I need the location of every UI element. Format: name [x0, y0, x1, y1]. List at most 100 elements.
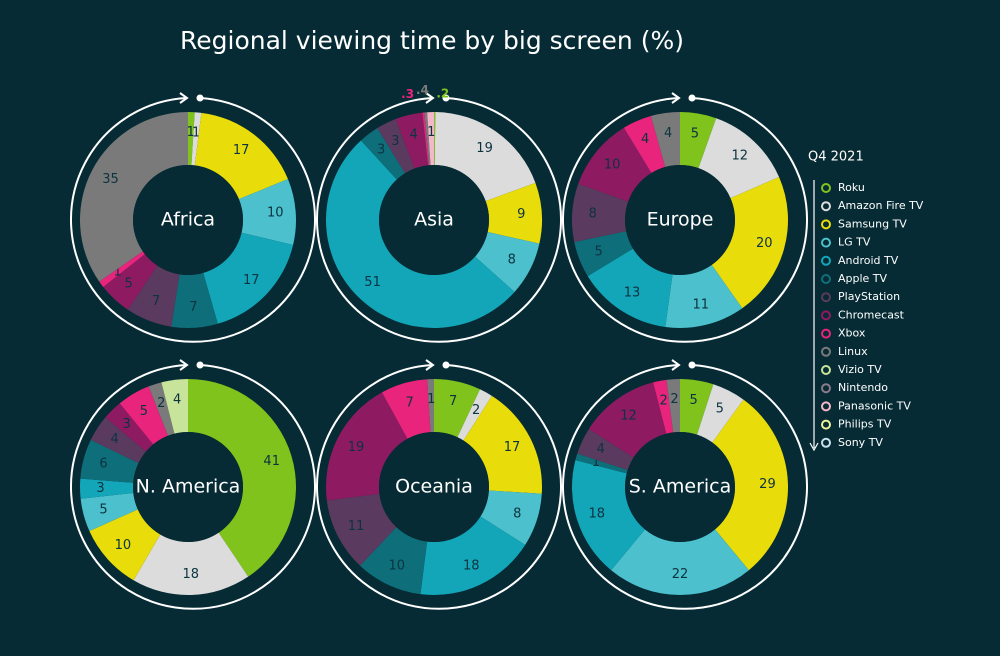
- ring: [70, 97, 316, 343]
- value-label: 18: [589, 507, 606, 522]
- segment: [326, 392, 408, 501]
- segment: [422, 112, 430, 166]
- ring-arrow: [425, 92, 435, 104]
- legend-label: Panasonic TV: [838, 399, 911, 412]
- segment: [577, 429, 634, 471]
- legend-marker: [821, 310, 831, 321]
- segment: [434, 112, 536, 202]
- legend-marker: [821, 201, 831, 212]
- segment: [188, 379, 297, 577]
- ring-arrow: [179, 359, 189, 371]
- segment: [325, 140, 515, 329]
- value-label: 1: [114, 265, 122, 280]
- legend-label: Apple TV: [838, 272, 888, 285]
- donut-title: Oceania: [395, 476, 473, 498]
- donut-title: N. America: [136, 476, 241, 498]
- segment: [171, 272, 218, 329]
- legend-marker: [821, 219, 831, 230]
- legend-marker: [821, 237, 831, 248]
- segment: [103, 254, 158, 310]
- segment: [326, 493, 397, 566]
- legend-marker: [821, 183, 831, 193]
- ring: [316, 364, 562, 610]
- value-label: 3: [391, 134, 399, 149]
- segment: [463, 395, 542, 494]
- segment: [698, 118, 780, 199]
- value-label: 5: [124, 277, 132, 292]
- segment: [666, 379, 680, 433]
- legend-marker: [821, 328, 831, 339]
- value-label: 4: [173, 393, 181, 408]
- segment: [80, 112, 188, 282]
- donut-hole: [133, 432, 243, 542]
- segment: [127, 265, 180, 327]
- segment: [572, 183, 629, 242]
- segment: [427, 112, 434, 166]
- ring-arrow: [671, 359, 681, 371]
- donut-hole: [379, 165, 489, 275]
- legend-marker: [821, 255, 831, 266]
- value-label: 7: [449, 394, 457, 409]
- legend-marker: [821, 292, 831, 303]
- segment: [680, 112, 717, 169]
- segment: [89, 509, 161, 581]
- value-label: 5: [140, 404, 148, 419]
- page-title: Regional viewing time by big screen (%): [180, 26, 684, 55]
- segment: [203, 232, 294, 324]
- segment: [90, 417, 146, 464]
- value-label: 1: [192, 125, 200, 140]
- donut-title: S. America: [629, 476, 732, 498]
- segment: [99, 251, 145, 287]
- value-label: 2: [472, 403, 480, 418]
- segment: [148, 382, 175, 436]
- segment: [360, 527, 428, 595]
- legend-marker: [821, 274, 831, 284]
- value-label: 3: [122, 417, 130, 432]
- legend-label: Philips TV: [838, 418, 892, 431]
- legend-label: Android TV: [838, 254, 899, 267]
- value-label: 10: [388, 559, 405, 574]
- value-label: 6: [99, 457, 107, 472]
- ring: [316, 97, 562, 343]
- ring-dot: [688, 361, 696, 369]
- legend-marker: [821, 401, 831, 412]
- segment: [377, 119, 415, 174]
- legend-label: Sony TV: [838, 436, 883, 449]
- value-label: 20: [756, 236, 773, 251]
- value-label: 4: [641, 132, 649, 147]
- value-label: 10: [267, 206, 284, 221]
- segment: [680, 379, 714, 435]
- value-label: 4: [664, 126, 672, 141]
- value-label: 41: [263, 454, 280, 469]
- segment: [188, 112, 195, 166]
- legend-marker: [821, 365, 831, 375]
- segment: [653, 379, 674, 434]
- donut-hole: [625, 165, 735, 275]
- legend-marker: [821, 419, 831, 430]
- value-label: 18: [182, 567, 199, 582]
- ring: [562, 97, 808, 343]
- legend-title: Q4 2021: [808, 150, 864, 165]
- value-label: 2: [670, 392, 678, 407]
- segment: [80, 492, 138, 532]
- legend-marker: [821, 437, 831, 448]
- value-label: 3: [377, 143, 385, 158]
- legend-label: Roku: [838, 181, 865, 194]
- value-label: 8: [589, 207, 597, 222]
- value-label: 5: [691, 126, 699, 141]
- value-label: .2: [436, 87, 449, 101]
- legend-label: Samsung TV: [838, 217, 907, 230]
- value-label: 12: [620, 409, 637, 424]
- value-label: 19: [476, 141, 493, 156]
- segment: [611, 529, 749, 595]
- value-label: 1: [592, 455, 600, 470]
- value-label: 3: [96, 481, 104, 496]
- value-label: 7: [405, 395, 413, 410]
- segment: [480, 490, 542, 545]
- value-label: 4: [597, 442, 605, 457]
- segment: [574, 231, 634, 277]
- segment: [80, 478, 134, 499]
- value-label: 17: [243, 273, 260, 288]
- value-label: 1: [427, 125, 435, 140]
- segment: [424, 112, 431, 166]
